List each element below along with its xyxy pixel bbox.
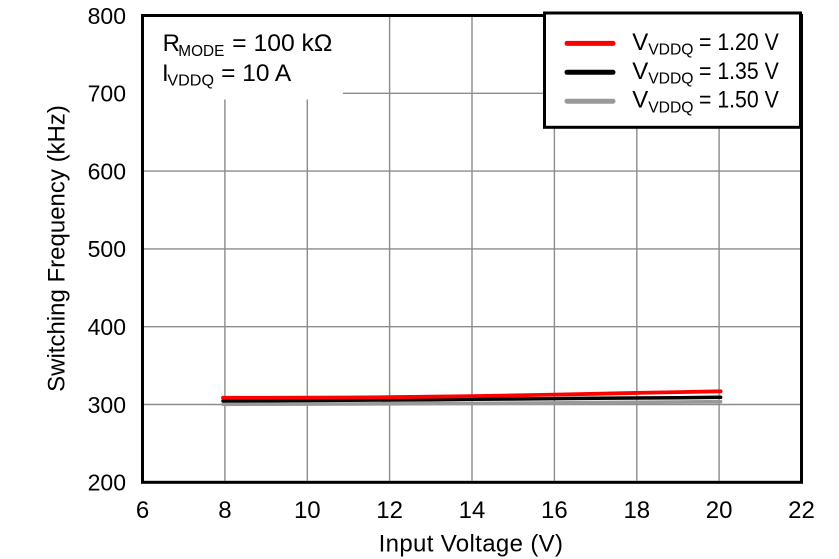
svg-text:22: 22 [788, 497, 815, 524]
svg-text:20: 20 [706, 497, 733, 524]
svg-text:I: I [162, 60, 169, 87]
svg-text:VDDQ: VDDQ [648, 71, 693, 88]
svg-text:400: 400 [88, 314, 126, 340]
svg-text:500: 500 [88, 236, 126, 262]
svg-text:8: 8 [218, 497, 231, 524]
svg-text:= 100 kΩ: = 100 kΩ [232, 30, 332, 57]
svg-text:600: 600 [88, 158, 126, 184]
svg-text:14: 14 [459, 497, 486, 524]
svg-text:10: 10 [294, 497, 321, 524]
svg-text:V: V [632, 87, 648, 114]
svg-text:18: 18 [623, 497, 650, 524]
svg-text:300: 300 [88, 392, 126, 418]
svg-text:6: 6 [136, 497, 149, 524]
svg-text:VDDQ: VDDQ [167, 73, 214, 90]
svg-text:Input Voltage (V): Input Voltage (V) [379, 531, 564, 558]
svg-text:MODE: MODE [178, 43, 224, 60]
svg-text:16: 16 [541, 497, 568, 524]
svg-text:800: 800 [88, 3, 126, 29]
svg-text:= 10 A: = 10 A [221, 60, 291, 87]
svg-text:VDDQ: VDDQ [648, 100, 693, 117]
svg-text:= 1.35 V: = 1.35 V [699, 58, 779, 85]
svg-text:Switching Frequency (kHz): Switching Frequency (kHz) [44, 105, 71, 392]
svg-text:12: 12 [376, 497, 403, 524]
svg-text:700: 700 [88, 81, 126, 107]
svg-text:V: V [632, 29, 648, 56]
svg-text:= 1.50 V: = 1.50 V [699, 87, 779, 114]
svg-text:= 1.20 V: = 1.20 V [699, 29, 779, 56]
svg-text:200: 200 [88, 470, 126, 496]
svg-text:VDDQ: VDDQ [648, 42, 693, 59]
svg-text:R: R [163, 30, 180, 57]
svg-text:V: V [632, 58, 648, 85]
